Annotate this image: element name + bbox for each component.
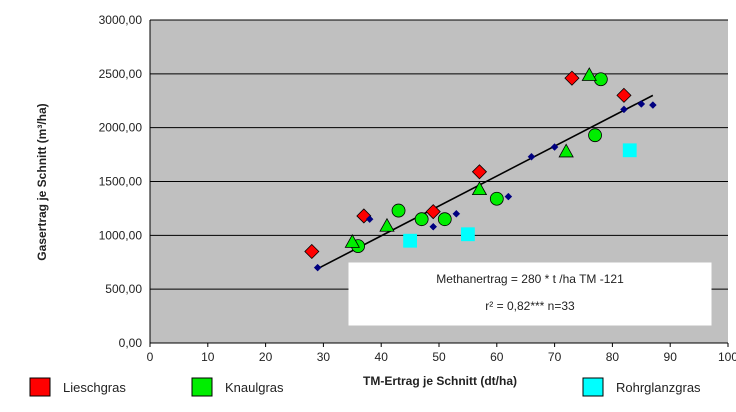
y-tick-label: 500,00 [105, 282, 142, 296]
legend-swatch-rohrglanzgras [582, 377, 604, 397]
x-tick-label: 0 [147, 350, 154, 364]
data-point-small-diamond [649, 101, 657, 109]
data-point-small-diamond [637, 100, 646, 108]
y-tick-label: 2000,00 [99, 121, 143, 135]
data-point-small-diamond [527, 152, 536, 161]
data-point-small-diamond [452, 209, 461, 218]
data-point-circle [391, 203, 406, 218]
data-point-circle [489, 191, 504, 206]
data-point-small-diamond [504, 192, 513, 201]
legend-swatch-lieschgras [29, 377, 51, 397]
x-tick-label: 60 [490, 350, 504, 364]
data-point-small-diamond [429, 222, 438, 231]
data-point-diamond [564, 70, 580, 86]
x-tick-label: 80 [606, 350, 620, 364]
data-point-triangle [558, 143, 574, 158]
legend-label-knaulgras: Knaulgras [225, 380, 284, 395]
data-point-triangle [471, 181, 488, 196]
data-points [304, 67, 657, 272]
data-point-circle [588, 128, 602, 143]
annotation-stats: r² = 0,82*** n=33 [485, 299, 575, 313]
legend-label-lieschgras: Lieschgras [63, 380, 126, 395]
y-tick-label: 2500,00 [99, 67, 143, 81]
y-tick-label: 1500,00 [99, 175, 143, 189]
x-tick-label: 30 [317, 350, 331, 364]
data-point-square [622, 143, 637, 158]
x-tick-label: 100 [718, 350, 736, 364]
data-point-circle [437, 212, 452, 227]
data-point-small-diamond [620, 105, 628, 114]
x-tick-label: 50 [432, 350, 446, 364]
data-point-square [403, 233, 418, 248]
y-tick-label: 3000,00 [99, 13, 143, 27]
regression-line [317, 94, 654, 270]
data-point-triangle [344, 233, 360, 248]
data-point-small-diamond [365, 215, 374, 224]
legend-swatch-knaulgras [191, 377, 213, 397]
gridlines [150, 19, 728, 290]
y-tick-label: 0,00 [119, 336, 143, 350]
data-point-diamond [425, 204, 441, 220]
data-point-circle [593, 72, 608, 87]
x-tick-label: 70 [548, 350, 562, 364]
annotation-background [348, 262, 712, 326]
data-point-diamond [471, 164, 488, 180]
legend-label-rohrglanzgras: Rohrglanzgras [616, 380, 701, 395]
x-axis-title: TM-Ertrag je Schnitt (dt/ha) [363, 374, 517, 388]
x-tick-label: 90 [664, 350, 678, 364]
annotation-equation: Methanertrag = 280 * t /ha TM -121 [436, 272, 624, 286]
data-point-small-diamond [550, 143, 559, 151]
y-tick-label: 1000,00 [99, 228, 143, 242]
data-point-triangle [379, 217, 395, 232]
data-point-diamond [616, 87, 632, 103]
legend: Lieschgras Knaulgras Rohrglanzgras [29, 377, 701, 397]
axes: 0,00 500,00 1000,00 1500,00 2000,00 2500,00 30… [99, 13, 736, 364]
data-point-small-diamond [313, 263, 322, 272]
y-axis-title: Gasertrag je Schnitt (m³/ha) [35, 103, 49, 260]
data-point-triangle [581, 67, 597, 81]
data-point-diamond [304, 243, 320, 260]
x-tick-label: 10 [201, 350, 215, 364]
annotation-box: Methanertrag = 280 * t /ha TM -121 r² = … [348, 262, 712, 326]
x-tick-label: 20 [259, 350, 273, 364]
trendline [317, 94, 654, 270]
data-point-circle [414, 212, 429, 227]
data-point-square [460, 227, 475, 242]
x-tick-label: 40 [375, 350, 389, 364]
